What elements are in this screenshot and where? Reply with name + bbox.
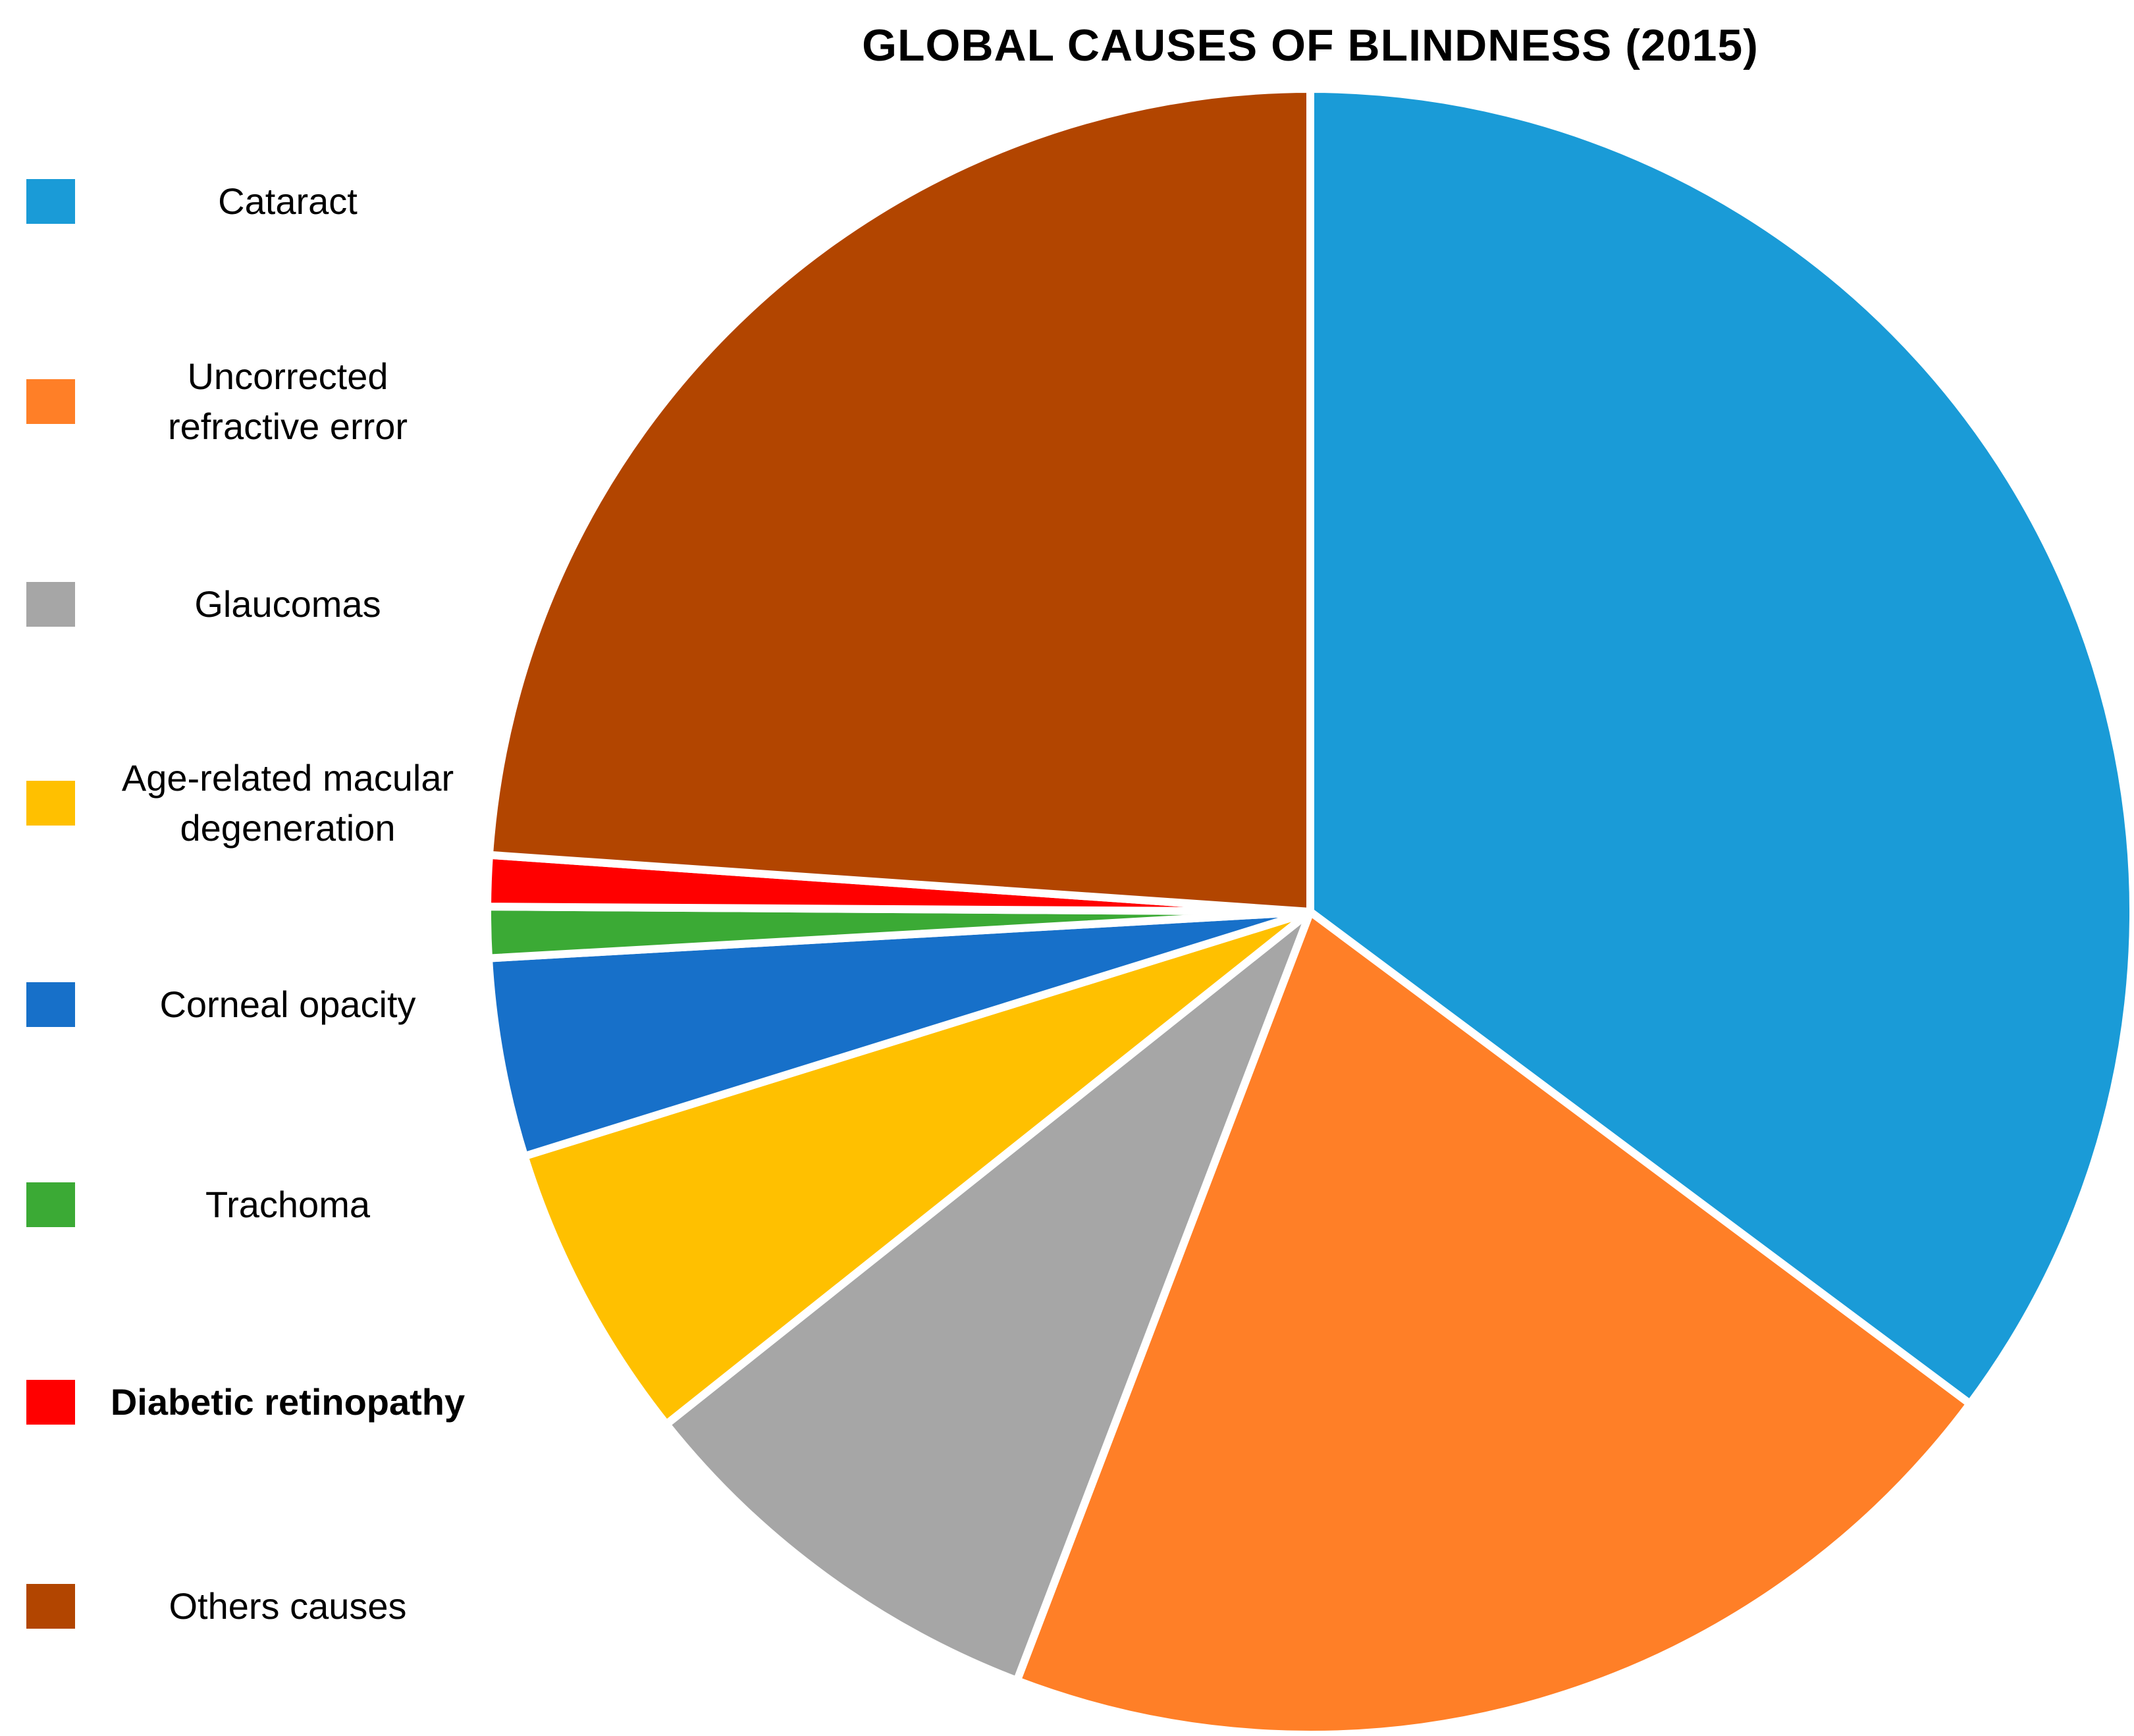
legend-label-age-related-macular-degeneration: Age-related macular degeneration: [121, 757, 454, 849]
pie-slice-others-causes: [485, 85, 1314, 916]
legend-item-cataract: Cataract: [26, 176, 500, 226]
legend-label-glaucomas: Glaucomas: [194, 583, 381, 625]
legend-label-diabetic-retinopathy: Diabetic retinopathy: [110, 1381, 466, 1423]
legend-item-corneal-opacity: Corneal opacity: [26, 980, 500, 1030]
legend-swatch-others-causes: [26, 1584, 75, 1629]
legend-item-others-causes: Others causes: [26, 1581, 500, 1631]
legend-swatch-trachoma: [26, 1182, 75, 1227]
legend-label-corneal-opacity: Corneal opacity: [159, 984, 416, 1025]
legend-swatch-glaucomas: [26, 582, 75, 627]
pie-slice-uncorrected-refractive-error: [1013, 908, 1974, 1736]
legend-label-cataract: Cataract: [218, 180, 358, 222]
legend-item-uncorrected-refractive-error: Uncorrected refractive error: [26, 352, 500, 452]
legend-swatch-diabetic-retinopathy: [26, 1380, 75, 1425]
legend-label-trachoma: Trachoma: [205, 1184, 370, 1225]
legend-item-trachoma: Trachoma: [26, 1180, 500, 1230]
pie-slice-cataract: [1306, 85, 2134, 1408]
legend-swatch-corneal-opacity: [26, 982, 75, 1027]
pie-slice-age-related-macular-degeneration: [520, 908, 1314, 1429]
legend-item-glaucomas: Glaucomas: [26, 579, 500, 629]
chart-legend: Cataract Uncorrected refractive error Gl…: [0, 0, 500, 1736]
pie-slices: [483, 85, 2134, 1736]
legend-item-diabetic-retinopathy: Diabetic retinopathy: [26, 1377, 500, 1427]
legend-label-uncorrected-refractive-error: Uncorrected refractive error: [167, 355, 408, 447]
pie-slice-glaucomas: [662, 908, 1314, 1685]
legend-item-age-related-macular-degeneration: Age-related macular degeneration: [26, 753, 500, 853]
legend-swatch-age-related-macular-degeneration: [26, 781, 75, 826]
legend-label-others-causes: Others causes: [169, 1585, 407, 1627]
chart-title: GLOBAL CAUSES OF BLINDNESS (2015): [862, 20, 1759, 70]
legend-swatch-cataract: [26, 179, 75, 224]
pie-slice-corneal-opacity: [485, 908, 1314, 1161]
legend-swatch-uncorrected-refractive-error: [26, 379, 75, 424]
